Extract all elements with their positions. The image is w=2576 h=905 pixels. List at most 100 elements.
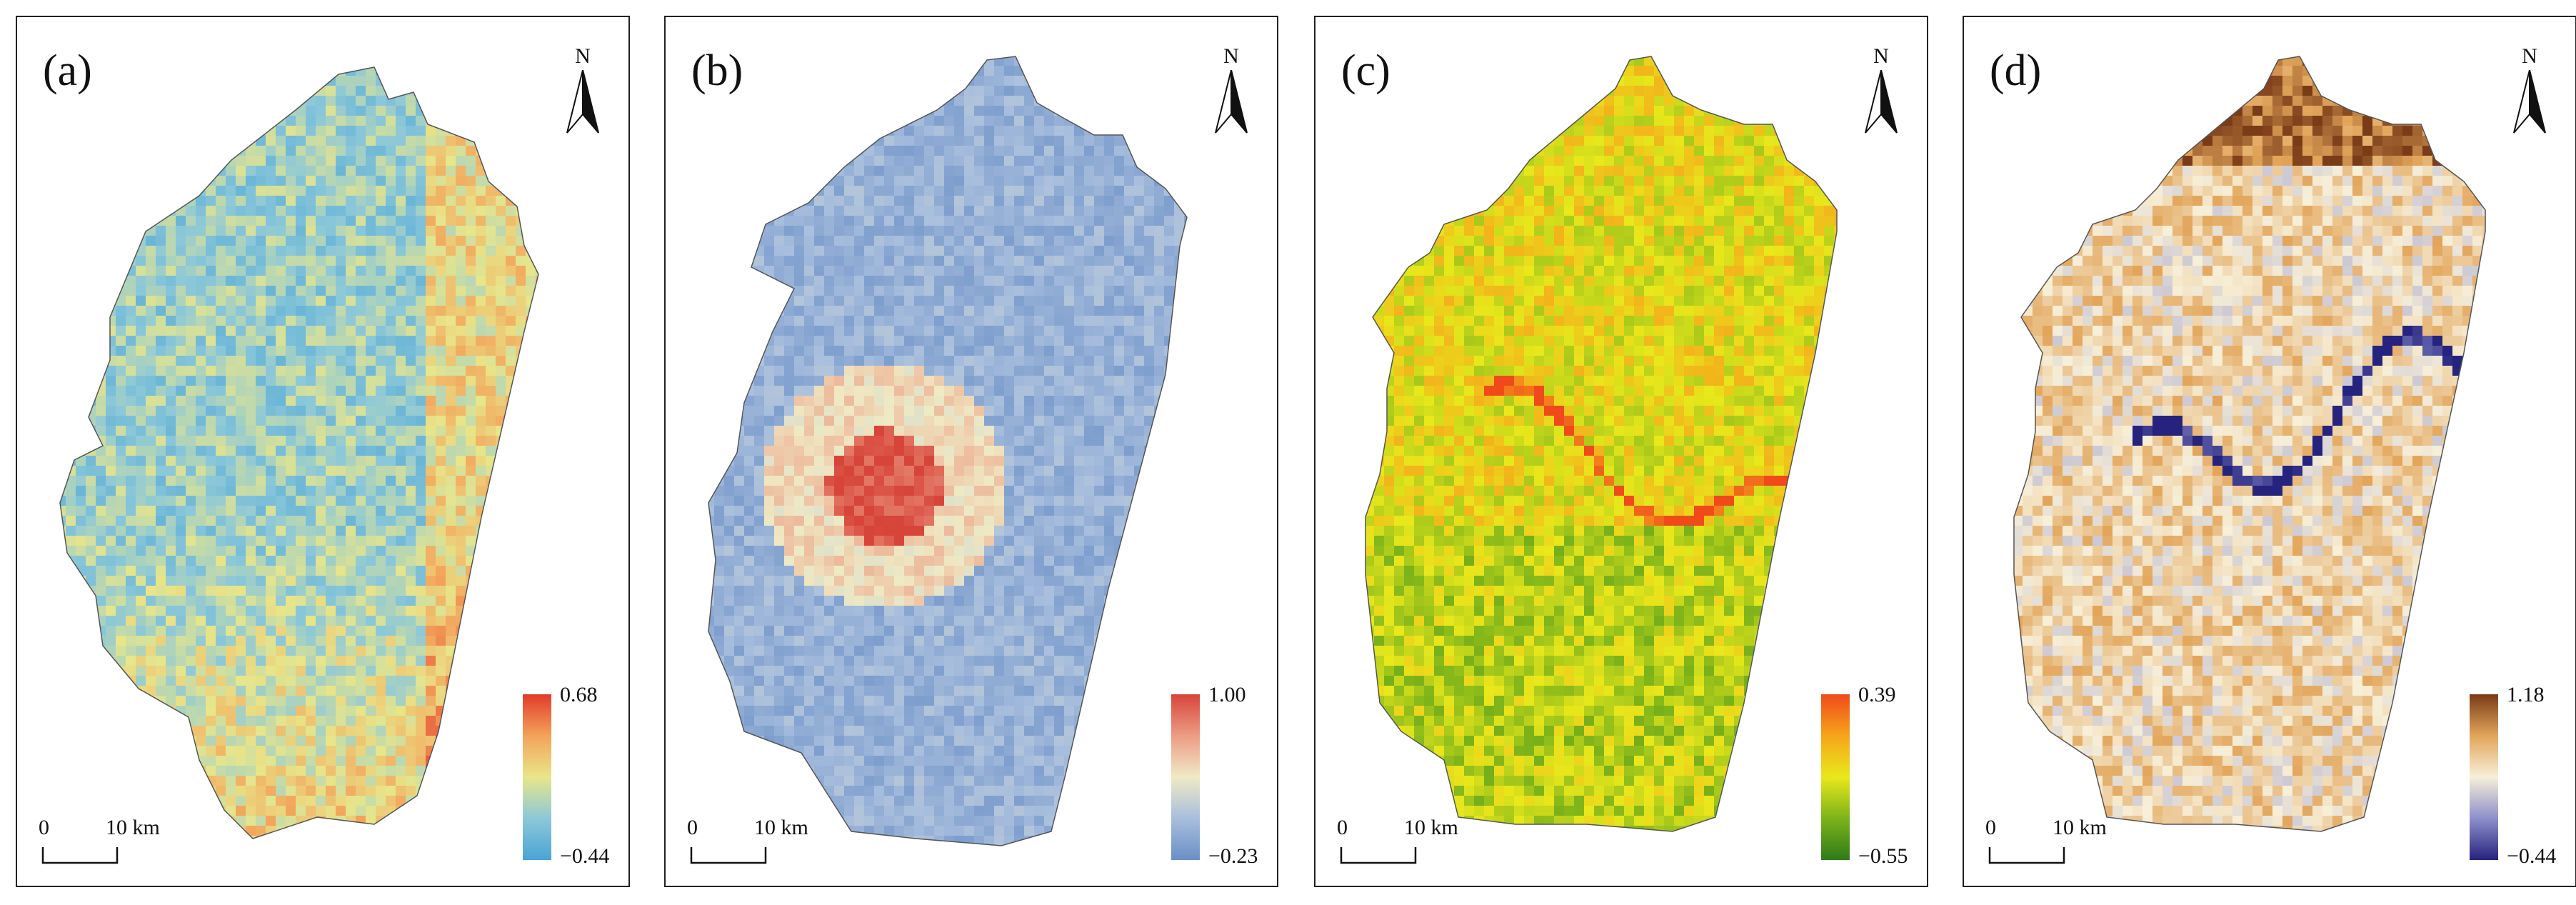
raster-cell [60, 796, 66, 806]
raster-cell [276, 656, 286, 666]
raster-cell [276, 326, 286, 336]
raster-cell [456, 646, 466, 656]
raster-cell [276, 236, 286, 246]
raster-cell [206, 176, 216, 186]
raster-cell [316, 96, 326, 106]
raster-cell [206, 516, 216, 526]
raster-cell [136, 216, 146, 226]
raster-cell [1134, 126, 1144, 136]
raster-cell [346, 326, 356, 336]
raster-cell [166, 326, 176, 336]
raster-cell [356, 156, 366, 166]
raster-cell [96, 406, 106, 416]
raster-cell [416, 146, 426, 156]
raster-cell [286, 276, 296, 286]
raster-cell [1114, 46, 1124, 56]
raster-cell [326, 426, 336, 436]
raster-cell [336, 316, 346, 326]
raster-cell [924, 86, 934, 96]
raster-cell [106, 596, 116, 606]
raster-cell [1114, 146, 1124, 156]
raster-cell [166, 526, 176, 536]
raster-cell [346, 796, 356, 806]
raster-cell [546, 116, 556, 126]
raster-cell [376, 286, 386, 296]
raster-cell [426, 76, 436, 86]
raster-cell [396, 346, 406, 356]
raster-cell [266, 286, 276, 296]
raster-cell [96, 676, 106, 686]
raster-cell [176, 46, 186, 56]
raster-cell [794, 126, 804, 136]
raster-cell [186, 446, 196, 456]
raster-cell [446, 416, 456, 426]
raster-cell [306, 216, 316, 226]
raster-cell [226, 296, 236, 306]
raster-cell [496, 86, 506, 96]
raster-cell [46, 616, 56, 626]
raster-cell [396, 246, 406, 256]
raster-cell [156, 596, 166, 606]
raster-cell [76, 376, 86, 386]
raster-cell [526, 216, 536, 226]
raster-cell [256, 216, 266, 226]
raster-cell [506, 536, 516, 546]
raster-cell [96, 266, 106, 276]
raster-cell [176, 67, 186, 76]
raster-cell [256, 386, 266, 396]
raster-cell [60, 106, 66, 116]
raster-cell [306, 786, 316, 796]
raster-cell [216, 416, 226, 426]
raster-cell [426, 666, 436, 676]
raster-cell [246, 136, 256, 146]
raster-cell [466, 96, 476, 106]
raster-cell [196, 46, 206, 56]
raster-cell [186, 536, 196, 546]
raster-cell [436, 86, 446, 96]
raster-cell [466, 306, 476, 316]
raster-cell [376, 686, 386, 696]
raster-cell [256, 326, 266, 336]
raster-cell [1014, 146, 1024, 156]
raster-cell [476, 806, 486, 816]
raster-cell [96, 236, 106, 246]
raster-cell [436, 836, 446, 839]
raster-cell [506, 816, 516, 826]
raster-cell [346, 616, 356, 626]
raster-cell [446, 196, 456, 206]
raster-cell [86, 266, 96, 276]
raster-cell [186, 256, 196, 266]
raster-cell [246, 656, 256, 666]
raster-cell [456, 626, 466, 636]
raster-cell [784, 136, 794, 146]
raster-cell [136, 606, 146, 616]
raster-cell [516, 516, 526, 526]
raster-cell [176, 166, 186, 176]
raster-cell [296, 406, 306, 416]
raster-cell [854, 176, 864, 186]
raster-cell [436, 306, 446, 316]
raster-cell [76, 286, 86, 296]
raster-cell [266, 506, 276, 516]
raster-cell [396, 496, 406, 506]
raster-cell [226, 226, 236, 236]
raster-cell [476, 686, 486, 696]
raster-cell [406, 166, 416, 176]
raster-cell [46, 486, 56, 496]
raster-cell [794, 66, 804, 76]
raster-cell [96, 596, 106, 606]
raster-cell [326, 676, 336, 686]
raster-cell [774, 96, 784, 106]
raster-cell [96, 276, 106, 286]
raster-cell [834, 156, 844, 166]
raster-cell [126, 686, 136, 696]
raster-cell [126, 286, 136, 296]
raster-cell [436, 286, 446, 296]
raster-cell [116, 446, 126, 456]
raster-cell [526, 236, 536, 246]
raster-cell [346, 266, 356, 276]
raster-cell [216, 496, 226, 506]
raster-cell [116, 496, 126, 506]
raster-cell [166, 606, 176, 616]
raster-cell [106, 716, 116, 726]
